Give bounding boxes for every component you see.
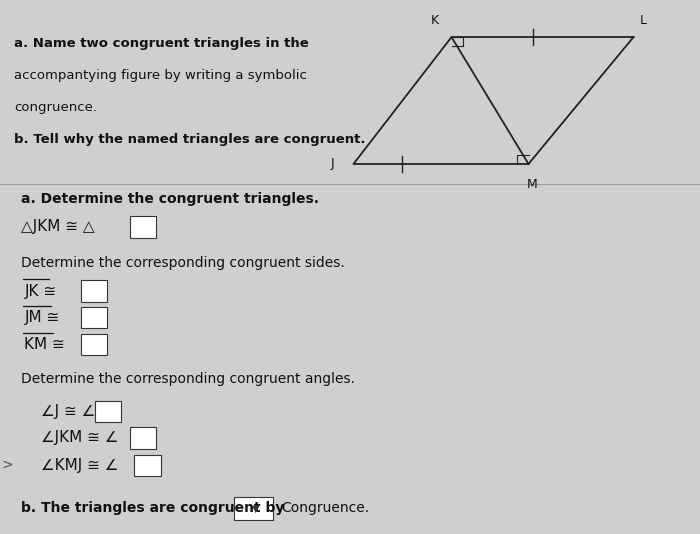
Text: J: J (331, 158, 335, 170)
Text: K: K (430, 14, 439, 27)
Text: >: > (1, 458, 13, 472)
Text: ▼: ▼ (252, 504, 260, 513)
Text: △JKM ≅ △: △JKM ≅ △ (21, 219, 94, 234)
Text: a. Determine the congruent triangles.: a. Determine the congruent triangles. (21, 192, 319, 206)
Text: ∠KMJ ≅ ∠: ∠KMJ ≅ ∠ (41, 458, 118, 473)
Text: Determine the corresponding congruent angles.: Determine the corresponding congruent an… (21, 372, 355, 386)
Text: a. Name two congruent triangles in the: a. Name two congruent triangles in the (14, 37, 309, 50)
Bar (80, 280, 107, 302)
Text: b. Tell why the named triangles are congruent.: b. Tell why the named triangles are cong… (14, 134, 365, 146)
Bar (80, 307, 107, 328)
Bar (130, 427, 156, 449)
Text: Congruence.: Congruence. (281, 501, 370, 515)
Bar (134, 455, 161, 476)
Bar (94, 400, 121, 422)
Bar (234, 497, 273, 520)
Bar (80, 334, 107, 355)
Text: ∠J ≅ ∠: ∠J ≅ ∠ (41, 404, 94, 419)
Text: KM ≅: KM ≅ (25, 337, 65, 352)
Text: b. The triangles are congruent by: b. The triangles are congruent by (21, 501, 284, 515)
Text: accompantying figure by writing a symbolic: accompantying figure by writing a symbol… (14, 69, 307, 82)
Text: JM ≅: JM ≅ (25, 310, 60, 325)
Text: ∠JKM ≅ ∠: ∠JKM ≅ ∠ (41, 430, 118, 445)
Text: congruence.: congruence. (14, 101, 97, 114)
Text: Determine the corresponding congruent sides.: Determine the corresponding congruent si… (21, 256, 344, 270)
Text: JK ≅: JK ≅ (25, 284, 57, 299)
Text: M: M (527, 178, 538, 191)
Text: L: L (640, 14, 647, 27)
Bar (130, 216, 156, 238)
